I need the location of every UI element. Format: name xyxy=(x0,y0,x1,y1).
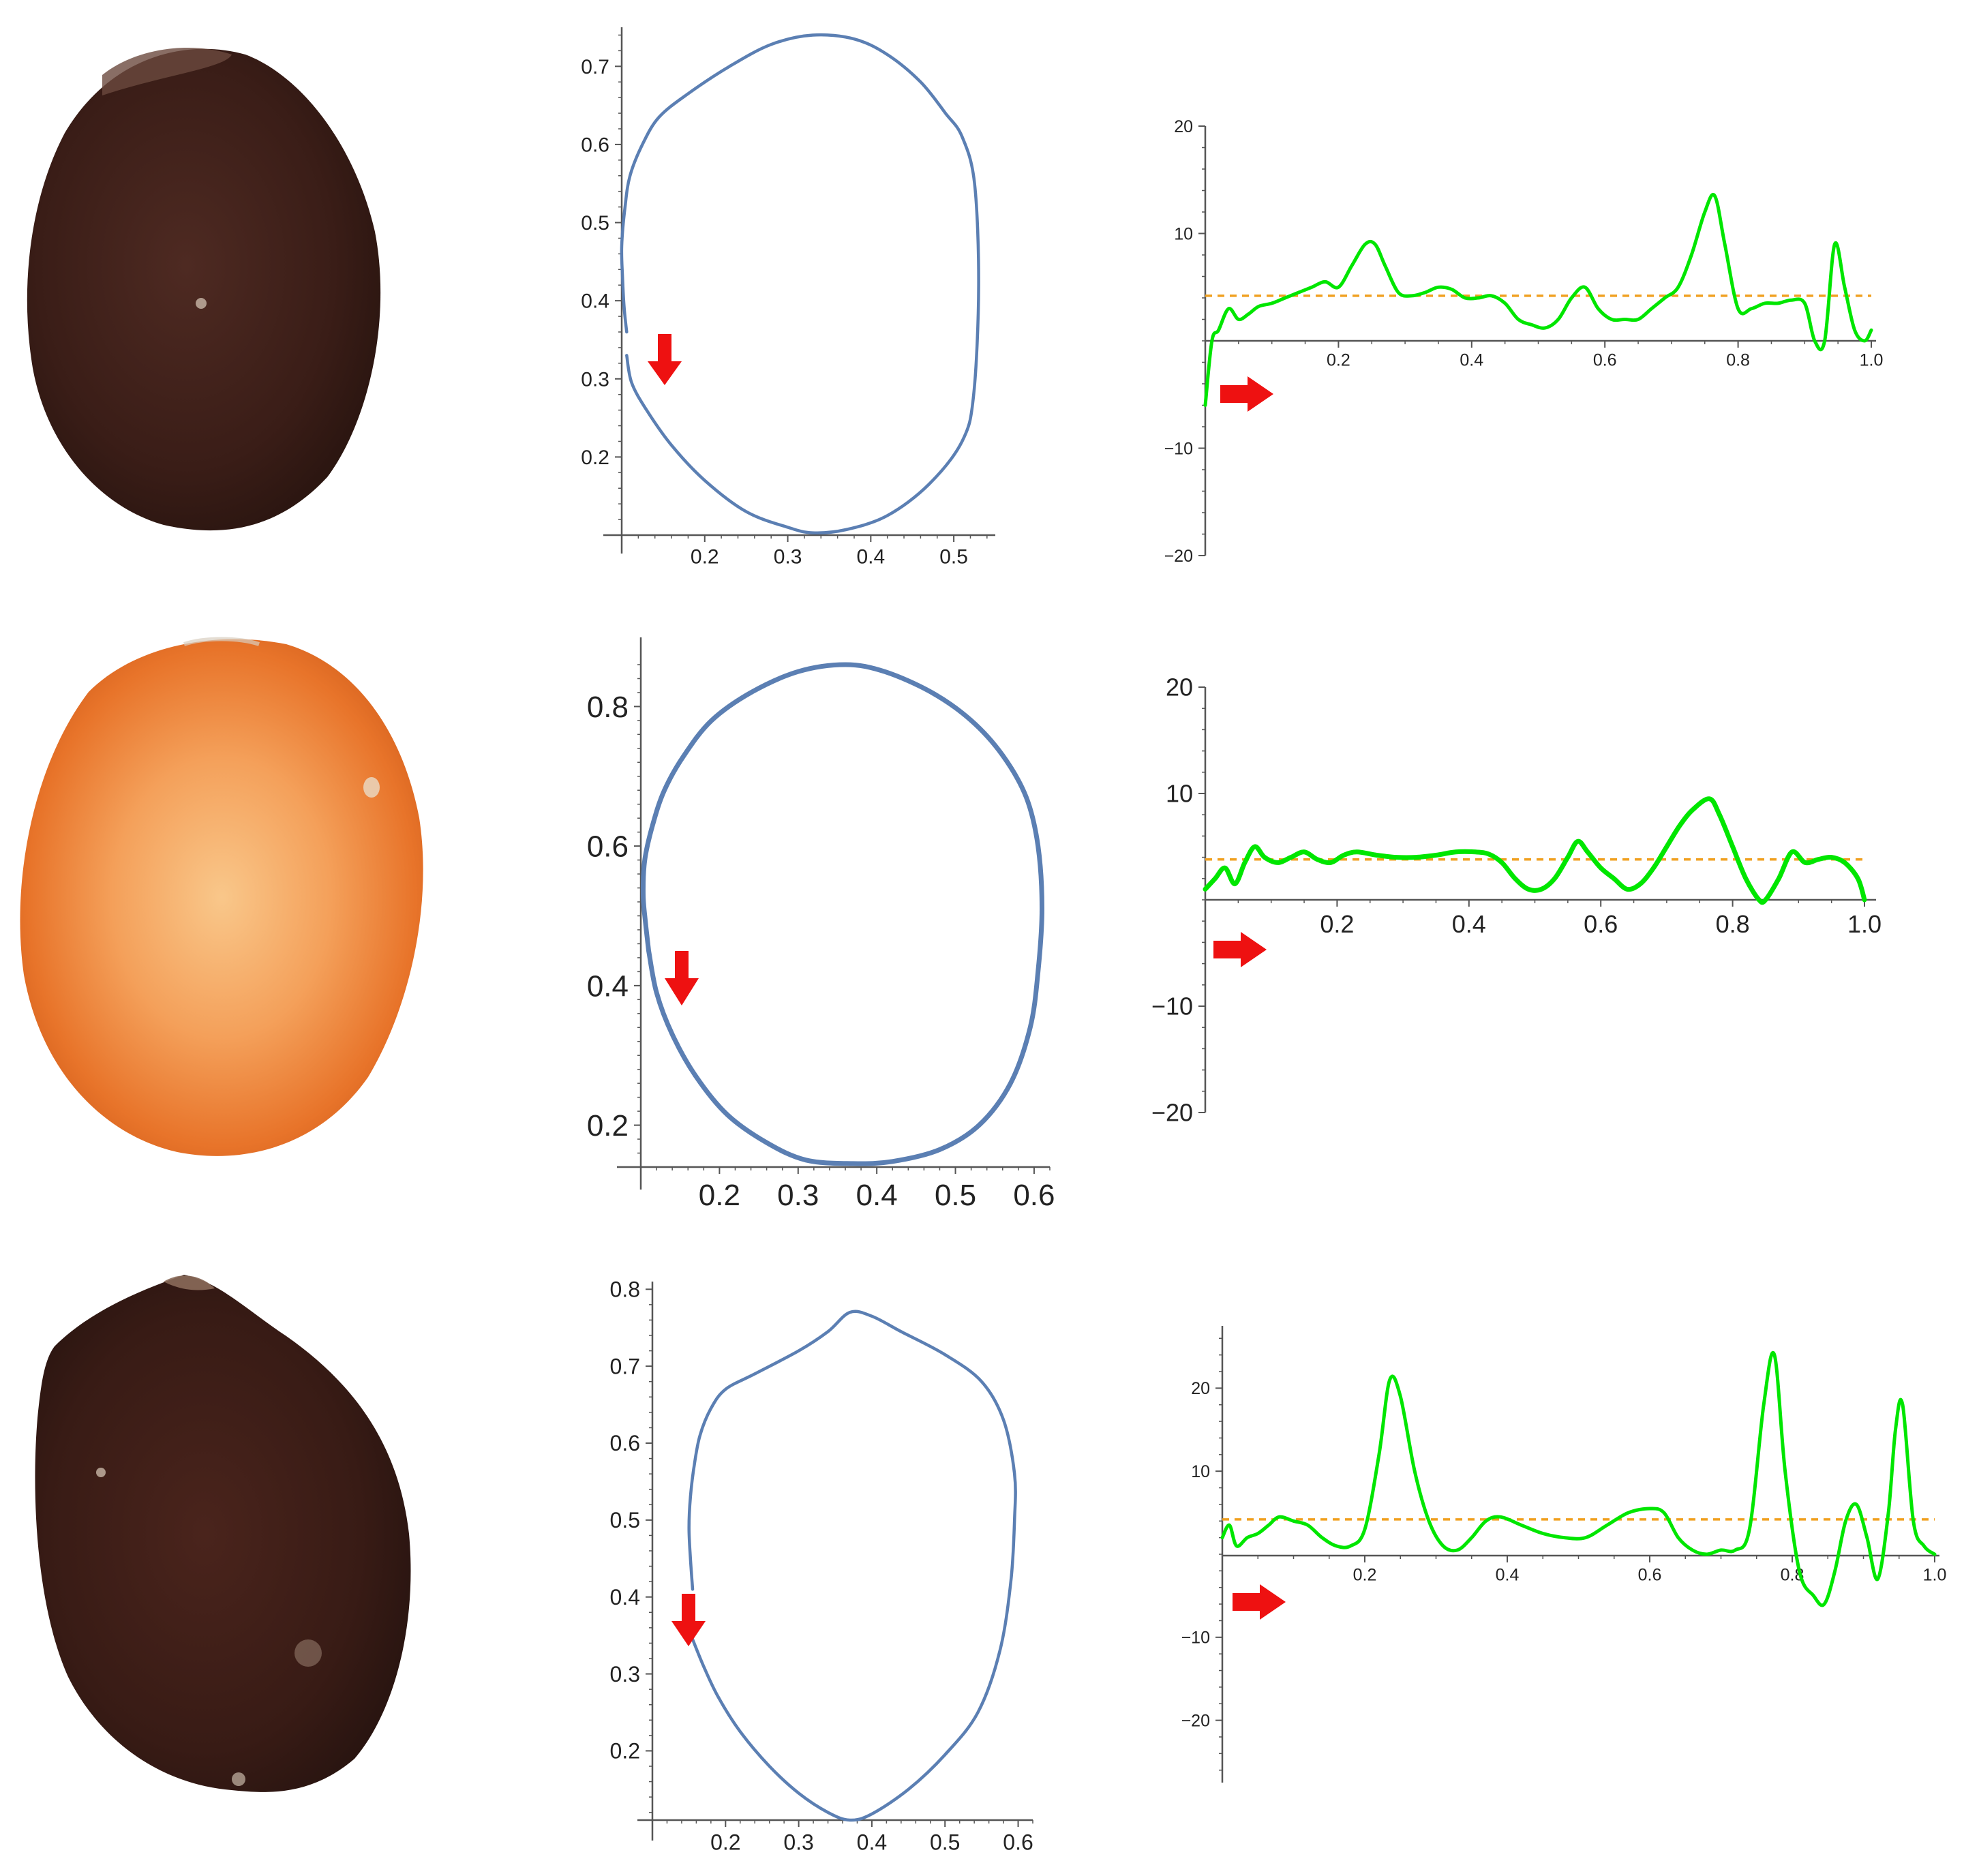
x-tick-label: 0.2 xyxy=(699,1179,740,1212)
y-tick-label: 0.2 xyxy=(581,447,609,469)
x-tick-label: 0.3 xyxy=(777,1179,819,1212)
y-tick-label: 20 xyxy=(1174,117,1193,136)
y-tick-label: −10 xyxy=(1151,993,1193,1020)
x-tick-label: 0.5 xyxy=(935,1179,976,1212)
outline-plot-3: 0.2 0.3 0.4 0.5 0.6 0.2 0.3 0.4 0.5 0.6 0.7 0.8 xyxy=(610,1277,1033,1854)
y-tick-label: 0.2 xyxy=(610,1739,640,1764)
x-tick-label: 1.0 xyxy=(1923,1565,1947,1584)
x-tick-label: 0.6 xyxy=(1013,1179,1055,1212)
x-tick-label: 0.4 xyxy=(857,1830,887,1855)
seed-outline-line xyxy=(640,662,1044,1166)
x-tick-label: 0.2 xyxy=(1320,910,1354,938)
x-tick-label: 0.3 xyxy=(783,1830,813,1855)
y-tick-label: 0.6 xyxy=(581,134,609,156)
x-tick-label: 0.6 xyxy=(1638,1565,1662,1584)
x-tick-label: 0.2 xyxy=(710,1830,740,1855)
seed-photo-1 xyxy=(27,48,381,531)
y-tick-label: 20 xyxy=(1166,674,1193,701)
y-tick-label: −20 xyxy=(1181,1711,1210,1730)
y-tick-label: −20 xyxy=(1164,547,1193,566)
y-tick-label: 20 xyxy=(1191,1379,1210,1398)
right-arrow-icon xyxy=(1220,376,1273,412)
right-arrow-icon xyxy=(1213,932,1267,967)
seed-outline-line xyxy=(687,1310,1017,1822)
y-tick-label: 10 xyxy=(1191,1462,1210,1481)
y-tick-label: 0.3 xyxy=(610,1662,640,1686)
y-tick-label: 0.7 xyxy=(581,56,609,78)
x-tick-label: 0.8 xyxy=(1716,910,1750,938)
curvature-line xyxy=(1203,796,1867,905)
x-tick-label: 0.6 xyxy=(1584,910,1618,938)
outline-plot-2: 0.2 0.3 0.4 0.5 0.6 0.2 0.4 0.6 0.8 xyxy=(587,637,1055,1212)
x-tick-label: 0.6 xyxy=(1003,1830,1033,1855)
x-tick-label: 0.5 xyxy=(939,546,968,569)
x-tick-label: 0.4 xyxy=(1460,350,1483,369)
y-tick-label: 10 xyxy=(1174,224,1193,243)
y-tick-label: 0.4 xyxy=(587,969,629,1003)
seed-photo-2 xyxy=(20,637,423,1156)
y-tick-label: −20 xyxy=(1151,1099,1193,1127)
x-tick-label: 0.4 xyxy=(1496,1565,1520,1584)
x-tick-label: 1.0 xyxy=(1847,910,1882,938)
y-tick-label: 0.5 xyxy=(581,212,609,234)
curvature-plot-2: 0.2 0.4 0.6 0.8 1.0 20 10 −10 −20 xyxy=(1151,674,1882,1127)
y-tick-label: 0.7 xyxy=(610,1354,640,1378)
y-tick-label: 0.6 xyxy=(610,1431,640,1455)
x-tick-label: 0.2 xyxy=(1327,350,1350,369)
x-tick-label: 0.2 xyxy=(1353,1565,1377,1584)
y-tick-label: 0.8 xyxy=(610,1277,640,1301)
y-tick-label: 0.2 xyxy=(587,1109,629,1143)
x-tick-label: 0.4 xyxy=(1452,910,1486,938)
x-tick-label: 0.3 xyxy=(774,546,802,569)
curvature-line xyxy=(1220,1351,1937,1607)
outline-plot-1: 0.2 0.3 0.4 0.5 0.2 0.3 0.4 0.5 0.6 0.7 xyxy=(581,27,995,569)
x-tick-label: 0.2 xyxy=(691,546,719,569)
y-tick-label: 0.6 xyxy=(587,830,629,864)
down-arrow-icon xyxy=(665,951,699,1005)
x-tick-label: 0.5 xyxy=(930,1830,960,1855)
y-tick-label: 10 xyxy=(1166,780,1193,808)
curvature-line xyxy=(1203,193,1873,407)
curvature-plot-1: 0.2 0.4 0.6 0.8 1.0 20 10 −10 −20 xyxy=(1164,117,1884,566)
x-tick-label: 0.4 xyxy=(856,1179,898,1212)
right-arrow-icon xyxy=(1233,1584,1286,1620)
down-arrow-icon xyxy=(671,1594,706,1646)
y-tick-label: 0.3 xyxy=(581,368,609,391)
y-tick-label: 0.4 xyxy=(610,1585,640,1609)
down-arrow-icon xyxy=(648,334,682,385)
y-tick-label: 0.5 xyxy=(610,1508,640,1532)
y-tick-label: −10 xyxy=(1181,1629,1210,1648)
y-tick-label: −10 xyxy=(1164,439,1193,458)
y-tick-label: 0.4 xyxy=(581,290,609,313)
x-tick-label: 1.0 xyxy=(1860,350,1884,369)
x-tick-label: 0.8 xyxy=(1726,350,1750,369)
y-tick-label: 0.8 xyxy=(587,691,629,724)
seed-outline-line xyxy=(620,33,980,534)
x-tick-label: 0.4 xyxy=(856,546,885,569)
seed-photo-3 xyxy=(35,1275,411,1792)
x-tick-label: 0.6 xyxy=(1593,350,1617,369)
